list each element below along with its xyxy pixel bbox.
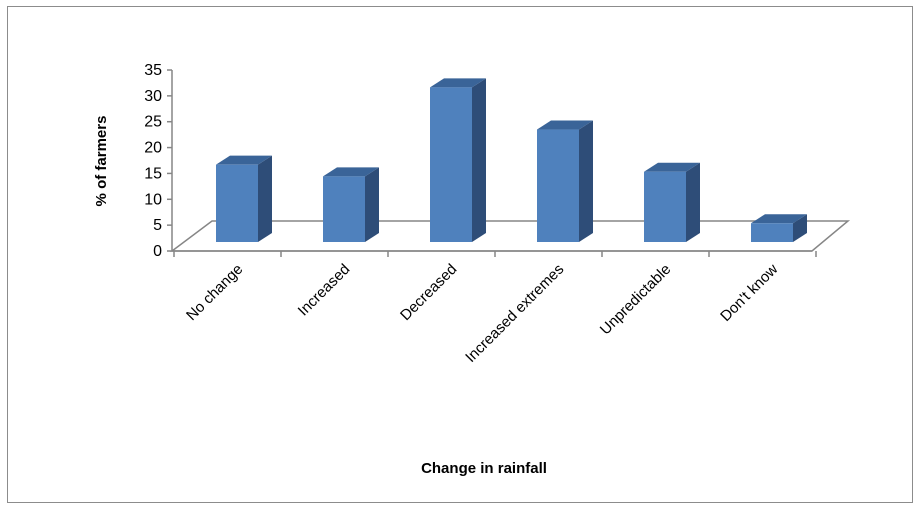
bar-side — [472, 78, 486, 242]
bar-top — [751, 214, 807, 224]
y-axis-title: % of farmers — [93, 116, 110, 207]
bar-side — [793, 214, 807, 242]
bar-front — [537, 129, 579, 242]
bar — [323, 167, 379, 242]
x-category-label: Increased extremes — [462, 261, 567, 366]
bar — [751, 214, 807, 242]
bar — [644, 162, 700, 242]
bar-top — [216, 155, 272, 165]
bar — [537, 120, 593, 242]
bar-top — [323, 167, 379, 177]
y-tick-label: 35 — [144, 62, 162, 79]
bar — [216, 155, 272, 242]
x-category-label: Don't know — [717, 261, 781, 325]
bar-side — [686, 162, 700, 242]
bar-front — [644, 171, 686, 242]
bar-front — [751, 223, 793, 242]
x-category-label: No change — [183, 261, 246, 324]
y-tick-label: 30 — [144, 88, 162, 105]
y-tick-label: 0 — [153, 243, 162, 260]
y-axis — [171, 70, 817, 257]
bar-side — [365, 167, 379, 242]
chart-floor — [169, 220, 851, 252]
bar-series — [216, 78, 807, 242]
bar-front — [323, 176, 365, 242]
bar-side — [258, 155, 272, 242]
y-tick-labels: 0 5 10 15 20 25 30 35 — [144, 62, 172, 260]
y-tick-label: 10 — [144, 191, 162, 208]
x-category-label: Unpredictable — [597, 261, 674, 338]
bar-front — [430, 87, 472, 242]
bar-side — [579, 120, 593, 242]
x-tick-labels: No change Increased Decreased Increased ext… — [183, 261, 781, 366]
x-axis-title: Change in rainfall — [421, 460, 547, 477]
bar-front — [216, 164, 258, 242]
y-tick-label: 25 — [144, 114, 162, 131]
bar-top — [644, 162, 700, 172]
floor-outline — [169, 220, 851, 252]
y-tick-label: 20 — [144, 140, 162, 157]
bar-top — [537, 120, 593, 130]
bar-top — [430, 78, 486, 88]
x-category-label: Increased — [295, 261, 354, 320]
x-category-label: Decreased — [397, 261, 460, 324]
y-tick-label: 15 — [144, 165, 162, 182]
y-tick-label: 5 — [153, 217, 162, 234]
bar — [430, 78, 486, 242]
